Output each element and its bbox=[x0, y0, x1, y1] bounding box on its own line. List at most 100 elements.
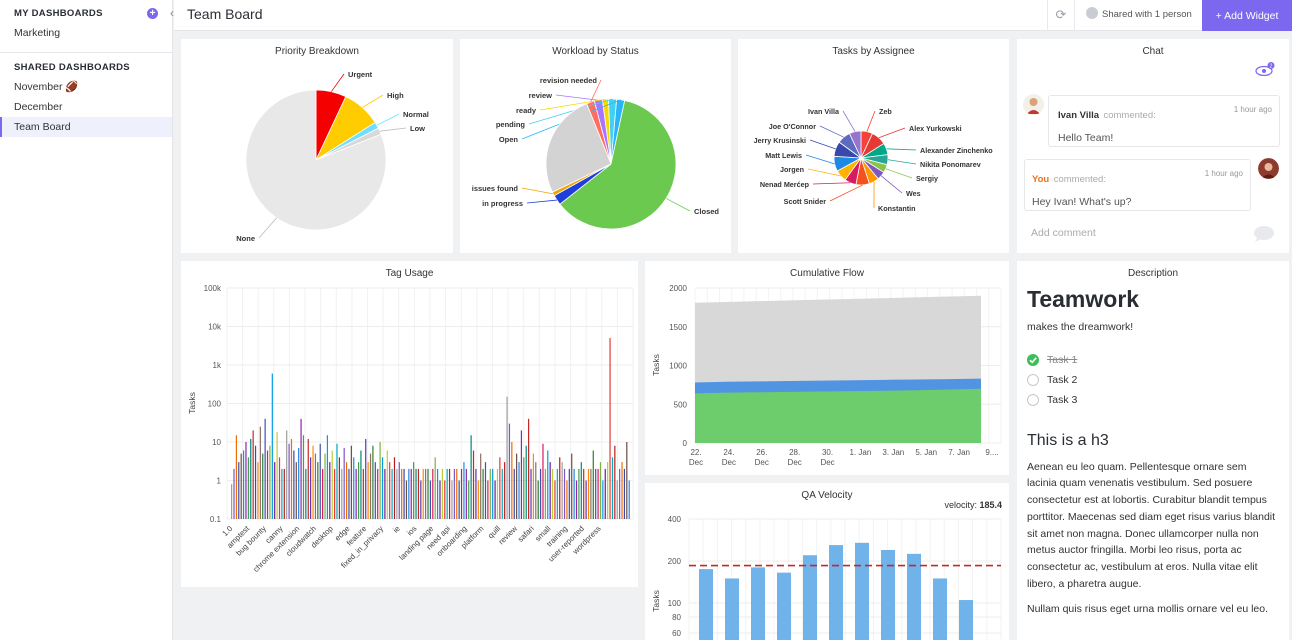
qa-bar bbox=[959, 600, 973, 640]
y-tick-label: 1 bbox=[217, 477, 222, 486]
sidebar-item-november[interactable]: November 🏈 bbox=[14, 81, 79, 93]
x-tick-label: 5. Jan bbox=[915, 448, 937, 457]
tag-bar bbox=[372, 445, 374, 519]
tag-bar bbox=[549, 462, 551, 519]
tag-bar bbox=[307, 438, 309, 519]
tag-bar bbox=[391, 468, 393, 519]
tag-bar bbox=[520, 430, 523, 519]
pie-connector bbox=[258, 217, 277, 239]
todo-item[interactable]: Task 2 bbox=[1027, 370, 1279, 390]
tag-bar bbox=[544, 468, 546, 519]
widget-chat: Chat 2 Ivan Villa commented: 1 hour ago … bbox=[1017, 39, 1289, 253]
pie-connector bbox=[807, 168, 841, 177]
collapse-sidebar-icon[interactable]: ‹ bbox=[170, 6, 174, 20]
tag-bar bbox=[508, 423, 511, 519]
tag-bar bbox=[554, 480, 556, 519]
tag-bar bbox=[314, 453, 317, 519]
workload-pie-chart: revision needed review ready pending Open Clo… bbox=[472, 76, 719, 230]
tag-bar bbox=[259, 426, 261, 519]
tag-bar bbox=[410, 468, 412, 519]
add-dashboard-icon[interactable]: + bbox=[147, 8, 158, 19]
avatar-ivan bbox=[1023, 94, 1044, 115]
tag-bar bbox=[446, 468, 448, 519]
tag-bar bbox=[475, 468, 477, 519]
pie-connector bbox=[528, 98, 613, 125]
page-title: Team Board bbox=[187, 6, 263, 22]
tag-bar bbox=[252, 430, 254, 519]
tag-bar bbox=[511, 442, 513, 519]
chat-comment: You commented: 1 hour ago Hey Ivan! What… bbox=[1024, 159, 1251, 211]
y-tick-label: 10k bbox=[208, 323, 222, 332]
pie-connector bbox=[521, 187, 554, 195]
tag-bar bbox=[367, 462, 369, 519]
tag-bar bbox=[448, 468, 451, 519]
tag-bar bbox=[331, 450, 333, 519]
tag-bar bbox=[472, 450, 475, 519]
tag-bar bbox=[597, 468, 599, 519]
shared-with-button[interactable]: Shared with 1 person bbox=[1086, 0, 1192, 31]
x-tick-label: Dec bbox=[820, 458, 834, 467]
chat-comment: Ivan Villa commented: 1 hour ago Hello T… bbox=[1048, 95, 1280, 147]
tag-bar bbox=[286, 430, 288, 519]
pie-label: High bbox=[387, 91, 404, 100]
tag-bar bbox=[547, 450, 549, 519]
sidebar-item-december[interactable]: December bbox=[14, 101, 63, 113]
refresh-icon[interactable]: ⟳ bbox=[1047, 0, 1075, 31]
comment-time: 1 hour ago bbox=[1233, 105, 1272, 114]
todo-item[interactable]: Task 1 bbox=[1027, 350, 1279, 370]
add-widget-button[interactable]: + Add Widget bbox=[1202, 0, 1292, 31]
checkbox-icon[interactable] bbox=[1027, 373, 1039, 386]
tag-bar bbox=[458, 480, 460, 519]
pie-label: Nikita Ponomarev bbox=[920, 160, 981, 169]
todo-list: Task 1 Task 2 Task 3 bbox=[1027, 350, 1279, 410]
todo-item[interactable]: Task 3 bbox=[1027, 390, 1279, 410]
y-tick-label: 2000 bbox=[669, 284, 687, 293]
add-comment-input[interactable]: Add comment bbox=[1031, 227, 1096, 239]
tag-bar bbox=[578, 468, 580, 519]
comment-bubble-icon[interactable] bbox=[1253, 225, 1275, 243]
tag-bar bbox=[250, 438, 252, 519]
tag-bar bbox=[506, 396, 508, 519]
y-tick-label: 1000 bbox=[669, 362, 687, 371]
tag-bar bbox=[295, 462, 297, 519]
qa-bar bbox=[829, 545, 843, 640]
pie-label: Konstantin bbox=[878, 204, 916, 213]
tag-bar bbox=[429, 480, 432, 519]
tag-bar bbox=[312, 445, 314, 519]
pie-label: Ivan Villa bbox=[808, 107, 840, 116]
shared-dashboards-title: SHARED DASHBOARDS bbox=[14, 62, 130, 73]
sidebar-item-marketing[interactable]: Marketing bbox=[14, 27, 61, 39]
watchers-icon[interactable]: 2 bbox=[1255, 62, 1275, 76]
pie-label: Jorgen bbox=[780, 165, 804, 174]
checkbox-icon[interactable] bbox=[1027, 393, 1039, 406]
y-tick-label: 60 bbox=[672, 629, 681, 638]
tag-bar bbox=[551, 468, 554, 519]
tag-bar bbox=[326, 435, 329, 519]
widget-title: Cumulative Flow bbox=[790, 268, 864, 279]
x-tick-label: review bbox=[497, 524, 520, 547]
checkbox-checked-icon[interactable] bbox=[1027, 353, 1039, 366]
tag-bar bbox=[298, 447, 300, 519]
tag-bar bbox=[357, 462, 360, 519]
tag-bar bbox=[276, 432, 278, 519]
x-tick-label: 9.... bbox=[985, 448, 998, 457]
pie-label: Sergiy bbox=[916, 174, 938, 183]
widget-description: Description Teamwork makes the dreamwork… bbox=[1017, 261, 1289, 640]
comment-author[interactable]: You bbox=[1032, 174, 1050, 185]
tag-bar bbox=[355, 468, 357, 519]
tag-bar bbox=[329, 462, 331, 519]
comment-author[interactable]: Ivan Villa bbox=[1058, 110, 1100, 121]
qa-bar bbox=[933, 578, 947, 640]
widget-title: Tag Usage bbox=[385, 268, 434, 279]
tag-bar bbox=[403, 468, 405, 519]
tag-bar bbox=[324, 453, 326, 519]
widget-title: Workload by Status bbox=[552, 46, 639, 57]
widget-workload-status: Workload by Status revision needed review… bbox=[460, 39, 731, 253]
tag-bar bbox=[389, 462, 391, 519]
tag-bar bbox=[444, 480, 446, 519]
y-tick-label: 1500 bbox=[669, 323, 687, 332]
tag-bar bbox=[278, 457, 281, 519]
qa-bar bbox=[907, 553, 921, 640]
tag-bar bbox=[621, 462, 623, 519]
sidebar-item-team-board[interactable]: Team Board bbox=[0, 117, 172, 137]
